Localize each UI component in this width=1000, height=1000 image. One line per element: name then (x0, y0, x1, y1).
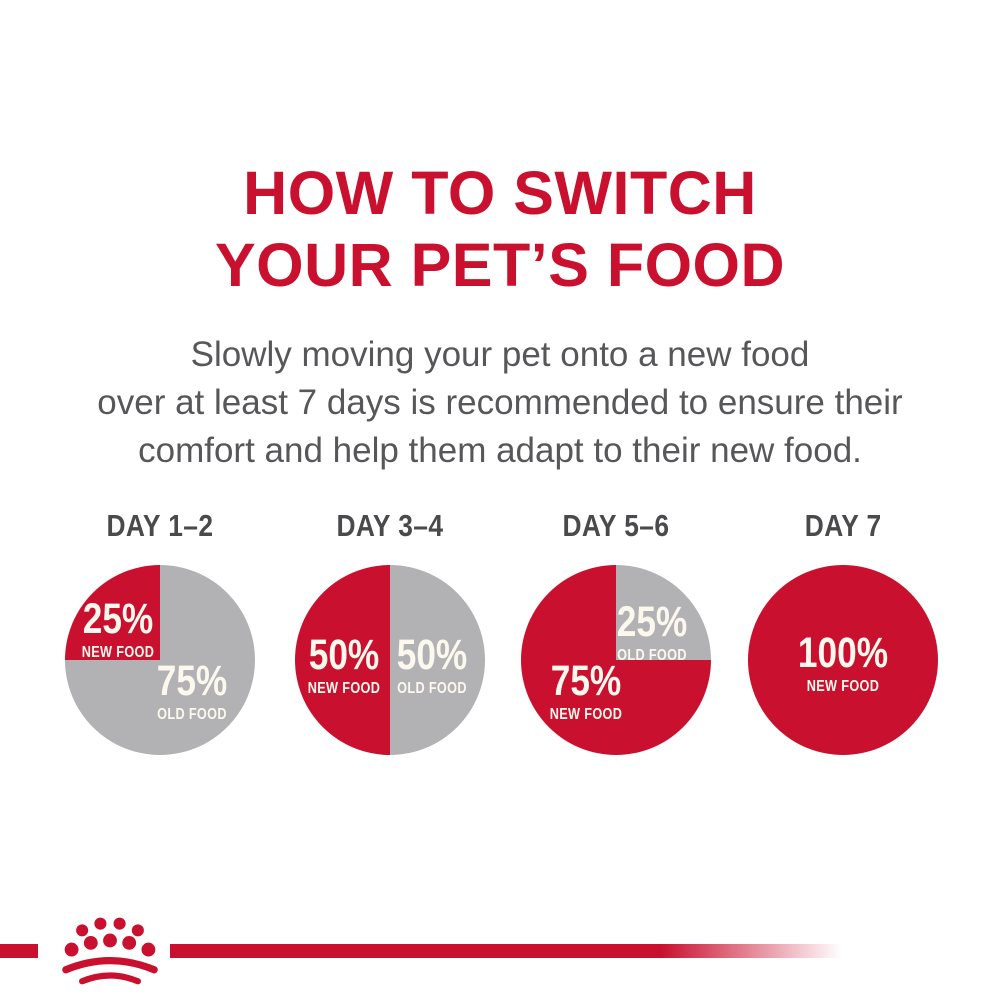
footer-rule-left (0, 944, 38, 958)
title-line-1: HOW TO SWITCH (243, 158, 757, 227)
slice-name: OLD FOOD (617, 647, 687, 665)
slice-name: NEW FOOD (81, 643, 155, 661)
slice-label: 100% NEW FOOD (797, 628, 889, 696)
slice-name: NEW FOOD (549, 706, 622, 724)
slice-label: 75% OLD FOOD (157, 660, 228, 724)
slice-name: OLD FOOD (157, 706, 228, 724)
pie-chart-day-7: 100% NEW FOOD (748, 565, 938, 755)
subtitle: Slowly moving your pet onto a new food o… (0, 331, 1000, 475)
subtitle-line-3: comfort and help them adapt to their new… (138, 431, 862, 470)
slice-label: 75% NEW FOOD (549, 660, 622, 724)
royal-canin-crown-icon (62, 917, 158, 985)
slice-percent: 100% (797, 628, 889, 677)
slice-name: NEW FOOD (308, 679, 381, 697)
chart-title: DAY 7 (804, 508, 882, 543)
pie-chart-day-5-6: 75% NEW FOOD 25% OLD FOOD (521, 565, 711, 755)
slice-percent: 50% (309, 630, 380, 679)
slice-name: OLD FOOD (396, 679, 467, 697)
slice-percent: 75% (157, 657, 228, 706)
footer-rule-right (170, 944, 870, 958)
subtitle-line-2: over at least 7 days is recommended to e… (97, 383, 903, 422)
chart-day-1-2: DAY 1–2 25% NEW FOOD 75% OLD FOOD (60, 508, 260, 755)
pie-chart-day-3-4: 50% NEW FOOD 50% OLD FOOD (295, 565, 485, 755)
slice-label: 50% NEW FOOD (308, 630, 381, 698)
chart-title: DAY 5–6 (562, 508, 670, 543)
title-line-2: YOUR PET’S FOOD (214, 230, 786, 299)
chart-day-5-6: DAY 5–6 75% NEW FOOD 25% OLD FOOD (516, 508, 716, 755)
chart-title: DAY 1–2 (106, 508, 214, 543)
subtitle-line-1: Slowly moving your pet onto a new food (190, 335, 810, 374)
slice-percent: 25% (616, 598, 688, 647)
pie-chart-day-1-2: 25% NEW FOOD 75% OLD FOOD (65, 565, 255, 755)
slice-name: NEW FOOD (806, 677, 880, 695)
chart-day-3-4: DAY 3–4 50% NEW FOOD 50% OLD FOOD (290, 508, 490, 755)
slice-percent: 25% (82, 594, 154, 643)
slice-label: 50% OLD FOOD (396, 630, 468, 698)
slice-percent: 75% (550, 657, 621, 706)
chart-title: DAY 3–4 (336, 508, 444, 543)
slice-label: 25% OLD FOOD (617, 601, 688, 665)
slice-label: 25% NEW FOOD (81, 594, 155, 662)
slice-percent: 50% (396, 630, 468, 679)
chart-day-7: DAY 7 100% NEW FOOD (743, 508, 943, 755)
page-title: HOW TO SWITCH YOUR PET’S FOOD (0, 157, 1000, 301)
